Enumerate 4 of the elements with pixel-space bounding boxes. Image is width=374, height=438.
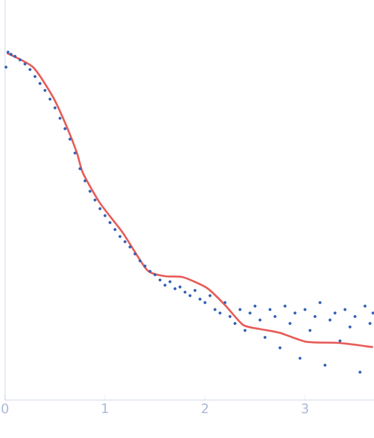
x-tick-label: 0 [2, 404, 8, 414]
x-tick-label: 1 [102, 404, 108, 414]
x-tick-label: 3 [302, 404, 308, 414]
x-tick-label: 2 [202, 404, 208, 414]
